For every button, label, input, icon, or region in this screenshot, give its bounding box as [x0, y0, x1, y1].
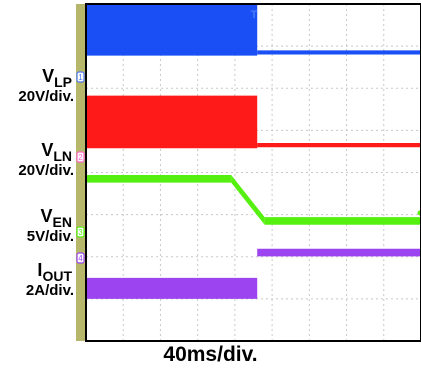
trigger-marker: T	[251, 9, 258, 21]
channel-4-ground-marker	[76, 252, 85, 264]
x-axis-label: 40ms/div.	[163, 343, 258, 366]
channel-4-scale: 2A/div.	[26, 282, 74, 299]
channel-1-ground-marker	[76, 71, 85, 83]
channel-1-marker-number: 1	[78, 73, 83, 82]
trace-ch3-segment	[86, 175, 232, 183]
channel-2-ground-marker	[76, 151, 85, 163]
trace-ch2-segment	[257, 143, 421, 148]
traces	[86, 2, 421, 299]
channel-2-marker-number: 2	[78, 153, 83, 162]
left-frame-bar	[76, 4, 86, 341]
channel-2-scale: 20V/div.	[18, 162, 74, 179]
trace-ch1-segment	[257, 50, 421, 55]
trace-ch4-segment	[257, 248, 421, 257]
channel-2-name: VLN	[41, 140, 72, 164]
channel-markers: 1 2 3 4	[76, 71, 421, 264]
trace-ch3-segment	[264, 217, 421, 225]
channel-labels: VLP20V/div.VLN20V/div.VEN5V/div.IOUT2A/d…	[18, 66, 74, 299]
channel-1-name: VLP	[42, 66, 72, 90]
channel-4-name: IOUT	[37, 260, 72, 284]
channel-3-scale: 5V/div.	[27, 228, 74, 245]
trace-ch2-segment	[86, 95, 258, 149]
channel-3-marker-number: 3	[78, 228, 83, 237]
plot-border	[85, 3, 421, 342]
trace-ch4-segment	[86, 277, 258, 299]
trace-ch1-segment	[86, 2, 258, 56]
channel-3-ground-marker	[76, 226, 85, 238]
channel-3-name: VEN	[41, 206, 72, 230]
channel-4-marker-number: 4	[78, 254, 83, 263]
trace-ch3-segment	[231, 175, 265, 225]
channel-1-scale: 20V/div.	[18, 88, 74, 105]
